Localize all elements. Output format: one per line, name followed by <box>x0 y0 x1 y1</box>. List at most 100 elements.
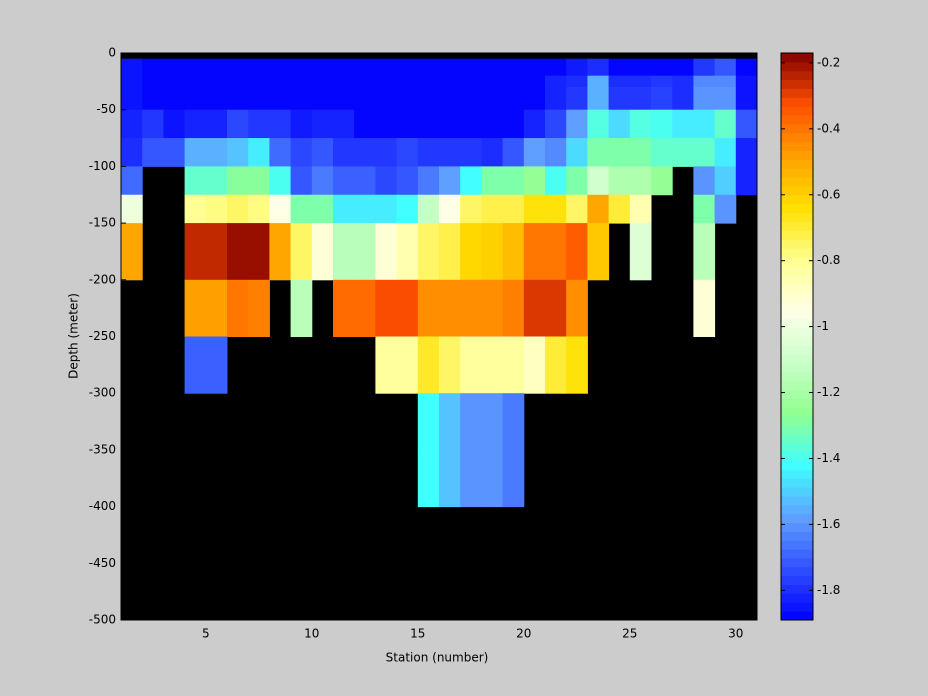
heat-cell <box>481 109 504 139</box>
heat-cell <box>311 166 334 196</box>
heat-cell <box>290 109 313 139</box>
heat-cell <box>566 87 588 111</box>
heat-cell <box>481 58 504 77</box>
colorbar-segment <box>781 177 813 187</box>
heat-cell <box>714 166 737 196</box>
colorbar-segment <box>781 150 813 160</box>
heat-cell <box>439 223 461 281</box>
heat-cell <box>439 75 461 88</box>
colorbar-segment <box>781 194 813 205</box>
y-axis-label: Depth (meter) <box>67 293 81 379</box>
heat-cell <box>375 223 398 281</box>
heat-cell <box>354 166 376 196</box>
heat-cell <box>502 87 525 111</box>
colorbar-segment <box>781 336 813 346</box>
heat-cell <box>396 194 419 224</box>
heat-cell <box>566 279 588 337</box>
heat-cell <box>290 166 313 196</box>
y-tick-label: -50 <box>96 102 116 116</box>
heat-cell <box>290 279 313 337</box>
heat-cell <box>375 58 398 77</box>
heat-cell <box>439 194 461 224</box>
heat-cell <box>460 87 482 111</box>
heat-cell <box>587 75 610 88</box>
colorbar-segment <box>781 309 813 320</box>
heat-cell <box>502 109 525 139</box>
heat-cell <box>333 87 355 111</box>
heat-cell <box>396 336 419 394</box>
heat-cell <box>523 87 546 111</box>
colorbar-tick-label: -0.2 <box>817 55 840 69</box>
colorbar-segment <box>781 221 813 231</box>
colorbar-segment <box>781 380 813 391</box>
heat-cell <box>439 336 461 394</box>
heat-cell <box>205 138 228 167</box>
heat-cell <box>184 194 207 224</box>
heat-cell <box>460 166 482 196</box>
heat-cell <box>248 58 270 77</box>
heat-cell <box>481 166 504 196</box>
heat-cell <box>439 138 461 167</box>
heat-cell <box>460 223 482 281</box>
heat-cell <box>608 138 631 167</box>
colorbar-segment <box>781 141 813 151</box>
heat-cell <box>523 58 546 77</box>
heat-cell <box>227 166 249 196</box>
heat-cell <box>735 166 758 196</box>
heat-cell <box>205 58 228 77</box>
heat-cell <box>545 336 567 394</box>
heat-cell <box>311 58 334 77</box>
heat-cell <box>481 87 504 111</box>
heat-cell <box>545 75 567 88</box>
heat-cell <box>290 138 313 167</box>
y-tick-label: -250 <box>89 329 116 343</box>
heat-cell <box>502 166 525 196</box>
heat-cell <box>269 87 292 111</box>
colorbar-tick-label: -0.8 <box>817 253 840 267</box>
heat-cell <box>523 194 546 224</box>
heat-cell <box>417 449 440 508</box>
x-tick-label: 5 <box>202 627 210 641</box>
heat-cell <box>375 166 398 196</box>
x-tick-label: 30 <box>728 627 743 641</box>
colorbar-segment <box>781 611 813 621</box>
x-tick-label: 15 <box>410 627 425 641</box>
heat-cell <box>417 58 440 77</box>
heat-cell <box>608 58 631 77</box>
heat-cell <box>523 223 546 281</box>
heat-cell <box>354 58 376 77</box>
heat-cell <box>460 393 482 451</box>
heat-cell <box>460 138 482 167</box>
colorbar-segment <box>781 557 813 568</box>
colorbar-segment <box>781 274 813 284</box>
colorbar-segment <box>781 88 813 98</box>
heat-cell <box>184 58 207 77</box>
heat-cell <box>545 138 567 167</box>
heat-cell <box>205 279 228 337</box>
heat-cell <box>714 87 737 111</box>
heat-cell <box>439 109 461 139</box>
colorbar-tick-label: -0.4 <box>817 121 840 135</box>
heat-cell <box>439 449 461 508</box>
colorbar-segment <box>781 566 813 577</box>
heat-cell <box>205 109 228 139</box>
colorbar-segment <box>781 230 813 240</box>
heat-cell <box>714 109 737 139</box>
heat-cell <box>587 166 610 196</box>
heat-cell <box>269 166 292 196</box>
heat-cell <box>184 336 207 394</box>
heat-cell <box>121 223 143 281</box>
colorbar-tick-label: -1 <box>817 319 829 333</box>
colorbar-segment <box>781 495 813 506</box>
colorbar-segment <box>781 53 813 63</box>
heat-cell <box>354 223 376 281</box>
heat-cell <box>205 75 228 88</box>
heat-cell <box>587 87 610 111</box>
heat-cell <box>502 393 525 451</box>
heat-cell <box>502 223 525 281</box>
colorbar-segment <box>781 389 813 400</box>
y-tick-label: -150 <box>89 216 116 230</box>
heat-cell <box>354 87 376 111</box>
heat-cell <box>672 75 694 88</box>
heat-cell <box>248 194 270 224</box>
